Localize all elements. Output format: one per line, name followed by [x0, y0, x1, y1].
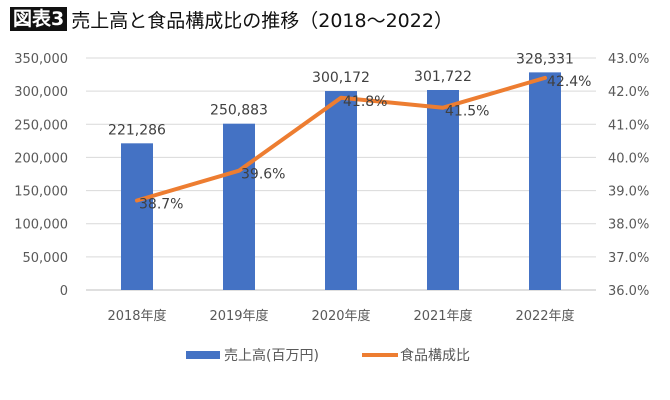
bar-data-label: 250,883: [210, 103, 268, 119]
bar-data-label: 328,331: [516, 51, 574, 67]
bar: [529, 72, 561, 290]
bar-data-label: 301,722: [414, 69, 472, 85]
bar-data-label: 221,286: [108, 122, 166, 138]
title-text: 売上高と食品構成比の推移（2018〜2022）: [71, 9, 453, 32]
line-data-label: 38.7%: [139, 197, 183, 213]
right-tick-label: 41.0%: [608, 118, 649, 133]
category-label: 2020年度: [311, 308, 370, 324]
line-data-label: 41.5%: [445, 104, 489, 120]
right-tick-label: 42.0%: [608, 85, 649, 100]
category-label: 2022年度: [515, 308, 574, 324]
right-tick-label: 36.0%: [608, 284, 649, 299]
line-data-label: 41.8%: [343, 94, 387, 110]
left-tick-label: 350,000: [14, 52, 68, 67]
line-data-label: 39.6%: [241, 167, 285, 183]
category-label: 2019年度: [209, 308, 268, 324]
bar-data-label: 300,172: [312, 70, 370, 86]
chart-title: 図表3 売上高と食品構成比の推移（2018〜2022）: [10, 6, 453, 32]
figure-badge: 図表3: [10, 7, 68, 31]
bar: [121, 143, 153, 290]
left-tick-label: 0: [60, 284, 68, 299]
right-tick-label: 40.0%: [608, 151, 649, 166]
bar: [325, 91, 357, 291]
right-tick-label: 37.0%: [608, 251, 649, 266]
right-tick-label: 38.0%: [608, 218, 649, 233]
line-series: [135, 75, 547, 203]
category-label: 2021年度: [413, 308, 472, 324]
category-label: 2018年度: [107, 308, 166, 324]
legend-line-label: 食品構成比: [400, 347, 470, 364]
bar: [223, 123, 255, 290]
left-tick-label: 150,000: [14, 185, 68, 200]
right-tick-label: 43.0%: [608, 52, 649, 67]
left-tick-label: 300,000: [14, 85, 68, 100]
right-tick-label: 39.0%: [608, 185, 649, 200]
left-tick-label: 100,000: [14, 218, 68, 233]
bar: [427, 90, 459, 290]
legend-bar-label: 売上高(百万円): [224, 347, 319, 364]
left-tick-label: 50,000: [23, 251, 69, 266]
line-data-label: 42.4%: [547, 74, 591, 90]
legend-bar-swatch: [186, 351, 220, 359]
left-tick-label: 200,000: [14, 151, 68, 166]
left-tick-label: 250,000: [14, 118, 68, 133]
